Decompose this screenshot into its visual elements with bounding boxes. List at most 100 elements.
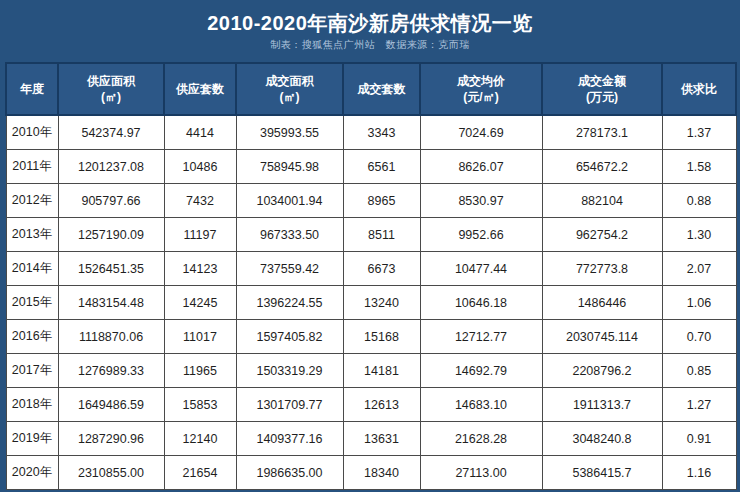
year-cell: 2018年 — [6, 388, 58, 422]
table-cell: 2.07 — [662, 252, 736, 286]
header-banner: 2010-2020年南沙新房供求情况一览 制表：搜狐焦点广州站 数据来源：克而瑞 — [0, 0, 740, 62]
year-cell: 2010年 — [6, 115, 58, 150]
table-cell: 8965 — [343, 184, 420, 218]
column-header-unit: (㎡) — [238, 89, 341, 105]
year-cell: 2013年 — [6, 218, 58, 252]
table-cell: 737559.42 — [236, 252, 343, 286]
table-cell: 395993.55 — [236, 115, 343, 150]
column-header-label: 成交均价 — [422, 73, 540, 89]
column-header: 成交均价(元/㎡) — [420, 63, 542, 115]
column-header-unit: (元/㎡) — [422, 89, 540, 105]
column-header-unit: (㎡) — [60, 89, 162, 105]
table-cell: 1526451.35 — [58, 252, 164, 286]
table-cell: 962754.2 — [542, 218, 662, 252]
table-cell: 8511 — [343, 218, 420, 252]
table-cell: 12140 — [164, 422, 236, 456]
table-cell: 1.58 — [662, 150, 736, 184]
page-title: 2010-2020年南沙新房供求情况一览 — [207, 12, 533, 34]
table-row: 2020年2310855.00216541986635.001834027113… — [6, 456, 736, 490]
table-cell: 1409377.16 — [236, 422, 343, 456]
year-cell: 2014年 — [6, 252, 58, 286]
table-cell: 278173.1 — [542, 115, 662, 150]
table-cell: 8530.97 — [420, 184, 542, 218]
table-cell: 0.70 — [662, 320, 736, 354]
table-cell: 0.88 — [662, 184, 736, 218]
column-header-unit: (万元) — [544, 89, 660, 105]
column-header: 供应套数 — [164, 63, 236, 115]
table-cell: 882104 — [542, 184, 662, 218]
table-cell: 1034001.94 — [236, 184, 343, 218]
table-cell: 6561 — [343, 150, 420, 184]
year-cell: 2015年 — [6, 286, 58, 320]
table-cell: 14123 — [164, 252, 236, 286]
table-cell: 0.91 — [662, 422, 736, 456]
table-cell: 14181 — [343, 354, 420, 388]
table-cell: 11017 — [164, 320, 236, 354]
column-header-label: 供应面积 — [60, 73, 162, 89]
table-cell: 1.06 — [662, 286, 736, 320]
year-cell: 2020年 — [6, 456, 58, 490]
table-cell: 772773.8 — [542, 252, 662, 286]
table-cell: 21628.28 — [420, 422, 542, 456]
table-cell: 6673 — [343, 252, 420, 286]
column-header: 供应面积(㎡) — [58, 63, 164, 115]
table-cell: 2208796.2 — [542, 354, 662, 388]
table-cell: 1201237.08 — [58, 150, 164, 184]
table-cell: 1.37 — [662, 115, 736, 150]
table-cell: 5386415.7 — [542, 456, 662, 490]
column-header: 成交套数 — [343, 63, 420, 115]
column-header: 供求比 — [662, 63, 736, 115]
year-cell: 2011年 — [6, 150, 58, 184]
table-cell: 21654 — [164, 456, 236, 490]
table-row: 2013年1257190.0911197967333.5085119952.66… — [6, 218, 736, 252]
table-row: 2015年1483154.48142451396224.551324010646… — [6, 286, 736, 320]
table-cell: 1.30 — [662, 218, 736, 252]
table-cell: 0.85 — [662, 354, 736, 388]
table-cell: 13240 — [343, 286, 420, 320]
column-header-label: 成交金额 — [544, 73, 660, 89]
column-header-label: 成交套数 — [345, 81, 418, 97]
table-cell: 11965 — [164, 354, 236, 388]
table-cell: 1486446 — [542, 286, 662, 320]
column-header-label: 供应套数 — [166, 81, 234, 97]
table-cell: 1.16 — [662, 456, 736, 490]
column-header-label: 供求比 — [664, 81, 734, 97]
table-cell: 542374.97 — [58, 115, 164, 150]
table-cell: 14683.10 — [420, 388, 542, 422]
table-cell: 7024.69 — [420, 115, 542, 150]
table-row: 2010年542374.974414395993.5533437024.6927… — [6, 115, 736, 150]
column-header-label: 年度 — [8, 81, 56, 97]
table-header: 年度供应面积(㎡)供应套数成交面积(㎡)成交套数成交均价(元/㎡)成交金额(万元… — [6, 63, 736, 115]
table-cell: 1986635.00 — [236, 456, 343, 490]
column-header: 成交面积(㎡) — [236, 63, 343, 115]
table-row: 2012年905797.6674321034001.9489658530.978… — [6, 184, 736, 218]
table-cell: 14245 — [164, 286, 236, 320]
table-header-row: 年度供应面积(㎡)供应套数成交面积(㎡)成交套数成交均价(元/㎡)成交金额(万元… — [6, 63, 736, 115]
table-cell: 1.27 — [662, 388, 736, 422]
table-cell: 1483154.48 — [58, 286, 164, 320]
table-cell: 3343 — [343, 115, 420, 150]
table-cell: 4414 — [164, 115, 236, 150]
column-header: 成交金额(万元) — [542, 63, 662, 115]
page-subtitle: 制表：搜狐焦点广州站 数据来源：克而瑞 — [270, 38, 470, 52]
table-cell: 758945.98 — [236, 150, 343, 184]
table-cell: 9952.66 — [420, 218, 542, 252]
table-cell: 10477.44 — [420, 252, 542, 286]
table-cell: 654672.2 — [542, 150, 662, 184]
table-cell: 15853 — [164, 388, 236, 422]
table-cell: 1287290.96 — [58, 422, 164, 456]
table-cell: 13631 — [343, 422, 420, 456]
table-cell: 10486 — [164, 150, 236, 184]
year-cell: 2017年 — [6, 354, 58, 388]
table-cell: 7432 — [164, 184, 236, 218]
column-header: 年度 — [6, 63, 58, 115]
supply-demand-table: 年度供应面积(㎡)供应套数成交面积(㎡)成交套数成交均价(元/㎡)成交金额(万元… — [5, 62, 737, 490]
infographic-page: 2010-2020年南沙新房供求情况一览 制表：搜狐焦点广州站 数据来源：克而瑞… — [0, 0, 740, 492]
year-cell: 2016年 — [6, 320, 58, 354]
table-cell: 967333.50 — [236, 218, 343, 252]
table-cell: 1503319.29 — [236, 354, 343, 388]
year-cell: 2012年 — [6, 184, 58, 218]
table-cell: 14692.79 — [420, 354, 542, 388]
table-cell: 15168 — [343, 320, 420, 354]
column-header-label: 成交面积 — [238, 73, 341, 89]
